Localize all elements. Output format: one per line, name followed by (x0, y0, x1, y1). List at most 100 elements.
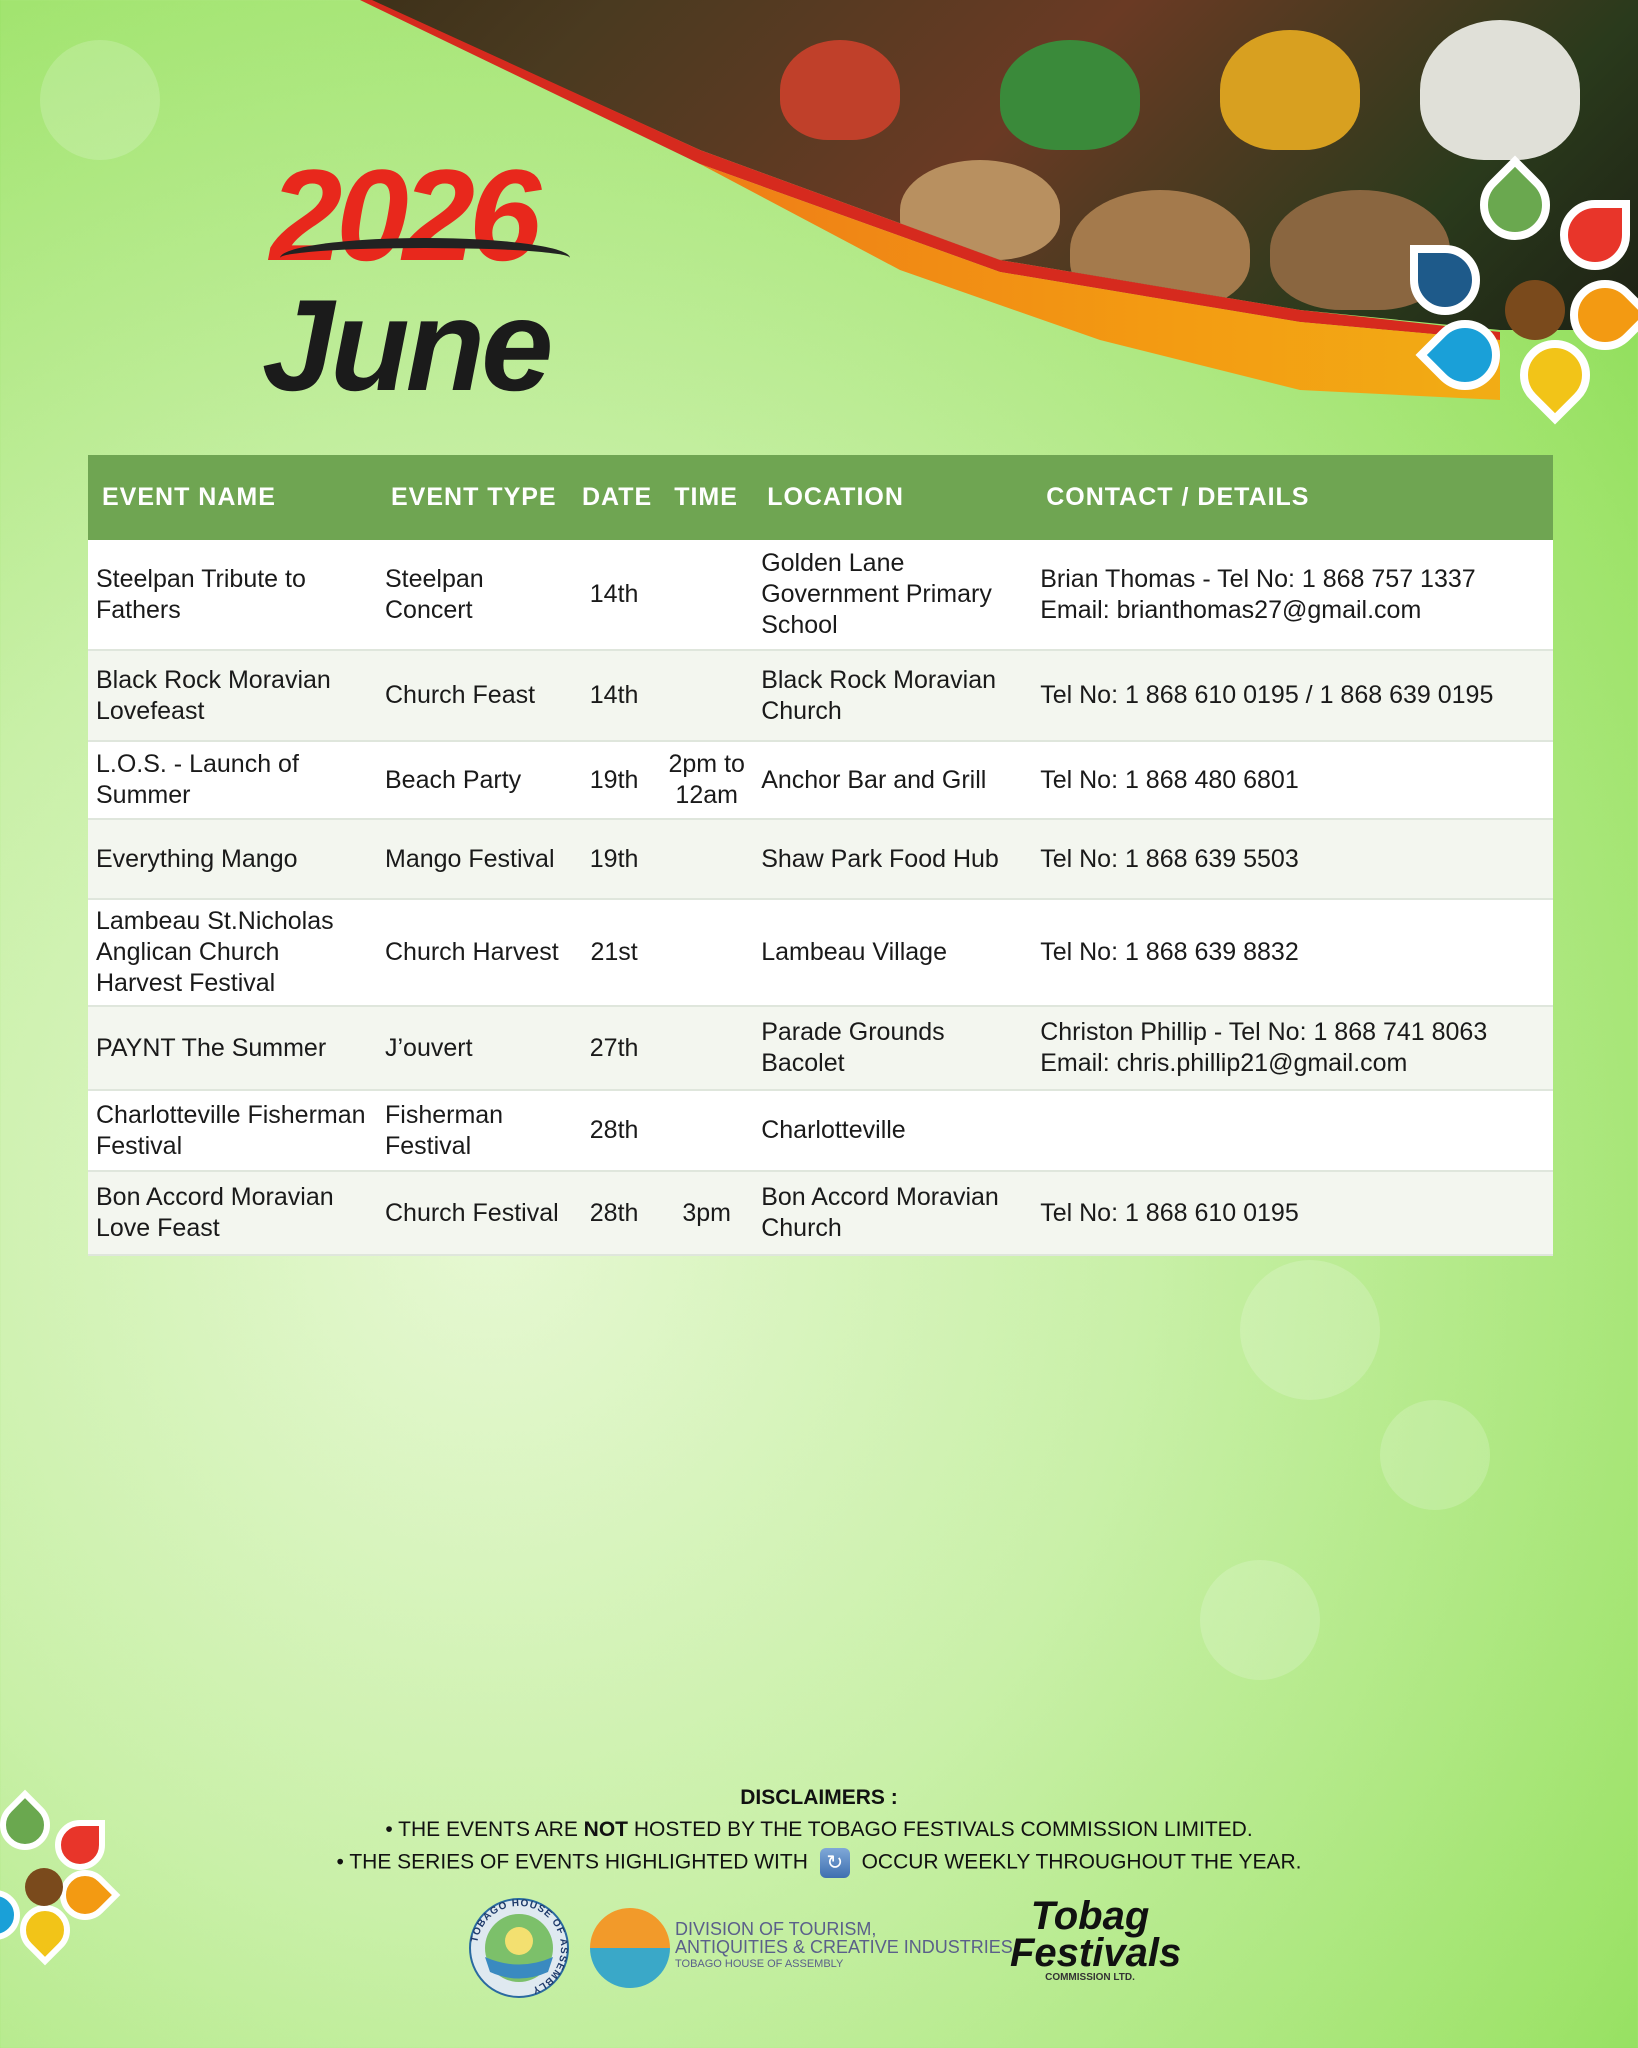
seal-graphic: TOBAGO HOUSE OF ASSEMBLY (469, 1898, 569, 1998)
column-header-location: LOCATION (753, 455, 1033, 540)
date-cell: 28th (568, 1090, 661, 1172)
column-header-event-type: EVENT TYPE (377, 455, 568, 540)
date-cell: 14th (568, 540, 661, 651)
column-header-event-name: EVENT NAME (88, 455, 377, 540)
time-cell (660, 1006, 754, 1091)
contact-cell: Tel No: 1 868 480 6801 (1032, 741, 1553, 820)
time-cell (660, 819, 754, 900)
location-cell: Lambeau Village (753, 899, 1033, 1007)
contact-cell: Tel No: 1 868 639 8832 (1032, 899, 1553, 1007)
time-cell (660, 1090, 754, 1172)
event-type-cell: Fisherman Festival (377, 1090, 568, 1172)
event-type-cell: Beach Party (377, 741, 568, 820)
table-row: Charlotteville Fisherman Festival Fisherm… (88, 1090, 1553, 1172)
disclaimer-text: OCCUR WEEKLY THROUGHOUT THE YEAR. (861, 1850, 1302, 1874)
location-cell: Shaw Park Food Hub (753, 819, 1033, 900)
contact-cell (1032, 1090, 1553, 1172)
division-text: ANTIQUITIES & CREATIVE INDUSTRIES (675, 1937, 1013, 1957)
contact-line: Christon Phillip - Tel No: 1 868 741 806… (1040, 1018, 1488, 1046)
disclaimer-text: HOSTED BY THE TOBAGO FESTIVALS COMMISSIO… (628, 1818, 1253, 1841)
event-name-cell: PAYNT The Summer (88, 1006, 377, 1091)
logo-text: Festivals (1010, 1931, 1182, 1975)
table-header-row: EVENT NAME EVENT TYPE DATE TIME LOCATION… (88, 455, 1553, 540)
logo-text: COMMISSION LTD. (1045, 1972, 1135, 1983)
event-name-cell: Everything Mango (88, 819, 377, 900)
contact-line: Tel No: 1 868 480 6801 (1040, 765, 1299, 794)
date-cell: 21st (568, 899, 661, 1007)
background-decoration (40, 40, 160, 160)
location-cell: Black Rock Moravian Church (753, 650, 1033, 742)
date-cell: 19th (568, 819, 661, 900)
disclaimer-emphasis: NOT (583, 1818, 628, 1841)
month-title: June (262, 272, 553, 418)
event-type-cell: Steelpan Concert (377, 540, 568, 651)
disclaimer-text: • THE EVENTS ARE (385, 1818, 584, 1841)
column-header-contact: CONTACT / DETAILS (1032, 455, 1553, 540)
contact-cell: Brian Thomas - Tel No: 1 868 757 1337 Ema… (1032, 540, 1553, 651)
tobago-house-of-assembly-seal: TOBAGO HOUSE OF ASSEMBLY (468, 1897, 570, 1999)
festival-flower-logo (1410, 155, 1638, 450)
tobago-festivals-logo: Tobag Festivals COMMISSION LTD. (1010, 1894, 1182, 1998)
table-row: Black Rock Moravian Lovefeast Church Feas… (88, 650, 1553, 742)
time-cell (660, 540, 754, 651)
sun-wave-icon (590, 1908, 670, 1988)
logo-text: Tobag (1030, 1894, 1150, 1938)
contact-line: Brian Thomas - Tel No: 1 868 757 1337 (1040, 564, 1476, 593)
time-cell: 2pm to 12am (660, 741, 754, 820)
table-row: Everything Mango Mango Festival 19th Shaw P… (88, 819, 1553, 900)
division-of-tourism-logo: DIVISION OF TOURISM, ANTIQUITIES & CREAT… (590, 1900, 1013, 1990)
background-decoration (1380, 1400, 1490, 1510)
contact-cell: Tel No: 1 868 639 5503 (1032, 819, 1553, 900)
background-decoration (1240, 1260, 1380, 1400)
contact-line: Email: chris.phillip21@gmail.com (1040, 1049, 1408, 1077)
disclaimer-line-2: • THE SERIES OF EVENTS HIGHLIGHTED WITH … (0, 1848, 1638, 1878)
year-swoosh (280, 238, 570, 278)
event-type-cell: Church Festival (377, 1171, 568, 1256)
time-cell: 3pm (660, 1171, 754, 1256)
contact-cell: Tel No: 1 868 610 0195 (1032, 1171, 1553, 1256)
location-cell: Golden Lane Government Primary School (753, 540, 1033, 651)
event-name-cell: Lambeau St.Nicholas Anglican Church Harv… (88, 899, 377, 1007)
table-row: L.O.S. - Launch of Summer Beach Party 19th… (88, 741, 1553, 820)
event-type-cell: Church Harvest (377, 899, 568, 1007)
contact-cell: Christon Phillip - Tel No: 1 868 741 806… (1032, 1006, 1553, 1091)
contact-line: Tel No: 1 868 610 0195 (1040, 1198, 1299, 1227)
location-cell: Parade Grounds Bacolet (753, 1006, 1033, 1091)
event-name-cell: Charlotteville Fisherman Festival (88, 1090, 377, 1172)
date-cell: 28th (568, 1171, 661, 1256)
location-cell: Anchor Bar and Grill (753, 741, 1033, 820)
event-type-cell: Mango Festival (377, 819, 568, 900)
disclaimer-line-1: • THE EVENTS ARE NOT HOSTED BY THE TOBAG… (0, 1818, 1638, 1842)
time-cell (660, 650, 754, 742)
background-decoration (1200, 1560, 1320, 1680)
event-name-cell: Steelpan Tribute to Fathers (88, 540, 377, 651)
event-name-cell: Black Rock Moravian Lovefeast (88, 650, 377, 742)
events-table: EVENT NAME EVENT TYPE DATE TIME LOCATION… (88, 455, 1553, 1256)
disclaimers-title: DISCLAIMERS : (740, 1786, 898, 1809)
contact-line: Tel No: 1 868 639 5503 (1040, 844, 1299, 873)
contact-line: Tel No: 1 868 639 8832 (1040, 938, 1299, 966)
event-type-cell: J’ouvert (377, 1006, 568, 1091)
table-row: Lambeau St.Nicholas Anglican Church Harv… (88, 899, 1553, 1007)
date-cell: 27th (568, 1006, 661, 1091)
contact-line: Tel No: 1 868 610 0195 / 1 868 639 0195 (1040, 681, 1494, 709)
date-cell: 19th (568, 741, 661, 820)
event-name-cell: L.O.S. - Launch of Summer (88, 741, 377, 820)
table-row: Steelpan Tribute to Fathers Steelpan Conc… (88, 540, 1553, 651)
time-cell (660, 899, 754, 1007)
column-header-time: TIME (660, 455, 754, 540)
date-cell: 14th (568, 650, 661, 742)
festival-flower-logo-small (0, 1789, 130, 1970)
division-text: TOBAGO HOUSE OF ASSEMBLY (675, 1958, 844, 1970)
event-name-cell: Bon Accord Moravian Love Feast (88, 1171, 377, 1256)
contact-line: Email: brianthomas27@gmail.com (1040, 595, 1422, 624)
location-cell: Bon Accord Moravian Church (753, 1171, 1033, 1256)
division-text: DIVISION OF TOURISM, (675, 1919, 877, 1939)
event-type-cell: Church Feast (377, 650, 568, 742)
repeat-icon: ↻ (819, 1848, 850, 1878)
location-cell: Charlotteville (753, 1090, 1033, 1172)
contact-cell: Tel No: 1 868 610 0195 / 1 868 639 0195 (1032, 650, 1553, 742)
disclaimer-text: • THE SERIES OF EVENTS HIGHLIGHTED WITH (336, 1850, 808, 1874)
table-row: PAYNT The Summer J’ouvert 27th Parade Groun… (88, 1006, 1553, 1091)
table-row: Bon Accord Moravian Love Feast Church Fes… (88, 1171, 1553, 1256)
